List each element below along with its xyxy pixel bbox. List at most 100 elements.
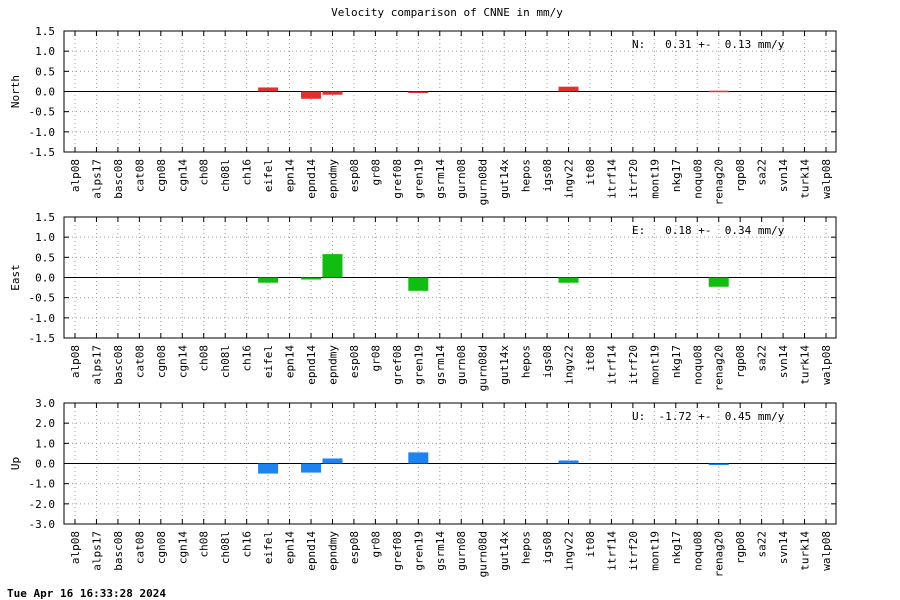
xtick-label: it08: [584, 345, 597, 372]
xtick-label: svn14: [777, 159, 790, 192]
bar-renag20: [708, 277, 729, 287]
timestamp-footer: Tue Apr 16 16:33:28 2024: [7, 587, 166, 600]
ytick-label: -0.5: [29, 106, 56, 119]
ytick-label: -1.5: [29, 146, 56, 159]
xtick-label: epnd14: [305, 531, 318, 571]
xtick-label: mont19: [648, 345, 661, 385]
xtick-label: itrf14: [605, 159, 618, 199]
xtick-label: gref08: [391, 345, 404, 385]
xtick-label: cat08: [133, 345, 146, 378]
xtick-label: gut14x: [498, 531, 511, 571]
bar-ingv22: [558, 277, 579, 283]
panel-north: 1.5 1.0 0.5 0.0 -0.5 -1.0 -1.5 North N: 0.31 +- …: [9, 25, 837, 205]
xtick-label: itrf20: [627, 159, 640, 199]
plot-frame: [63, 216, 837, 339]
xtick-label: sa22: [756, 531, 769, 558]
xtick-label: gurn08: [455, 159, 468, 199]
xtick-label: gren19: [412, 531, 425, 571]
xtick-label: cgn14: [176, 159, 189, 192]
xtick-label: gurn08d: [477, 159, 490, 205]
xtick-label: gut14x: [498, 345, 511, 385]
ytick-label: 2.0: [35, 417, 55, 430]
xtick-label: hepos: [520, 345, 533, 378]
xtick-label: gurn08: [455, 531, 468, 571]
y-axis-label: East: [9, 264, 22, 291]
bar-renag20: [708, 90, 729, 93]
panel-east: 1.5 1.0 0.5 0.0 -0.5 -1.0 -1.5 East E: 0.18 +- 0…: [9, 211, 837, 391]
ytick-label: 1.0: [35, 45, 55, 58]
xtick-label: it08: [584, 531, 597, 558]
xtick-label: epndmy: [326, 345, 339, 385]
xtick-label: eifel: [262, 345, 275, 378]
xtick-label: esp08: [348, 159, 361, 192]
plot-frame: [63, 402, 837, 525]
xtick-label: noqu08: [691, 345, 704, 385]
xtick-label: epndmy: [326, 531, 339, 571]
xtick-label: eifel: [262, 159, 275, 192]
y-axis-label: North: [9, 75, 22, 108]
xtick-label: noqu08: [691, 531, 704, 571]
bar-gren19: [408, 452, 429, 464]
xtick-label: ch08: [198, 159, 211, 186]
ytick-label: 1.0: [35, 437, 55, 450]
xtick-label: ingv22: [563, 531, 576, 571]
xtick-label: alps17: [90, 531, 103, 571]
bar-renag20: [708, 463, 729, 465]
xtick-label: gurn08: [455, 345, 468, 385]
bar-gren19: [408, 277, 429, 291]
chart-title: Velocity comparison of CNNE in mm/y: [331, 6, 563, 19]
ytick-label: 3.0: [35, 397, 55, 410]
xtick-label: igs08: [541, 159, 554, 192]
xtick-label: cgn14: [176, 531, 189, 564]
bar-epnd14: [301, 277, 322, 280]
bar-epndmy: [322, 458, 343, 464]
xtick-label: nkg17: [670, 531, 683, 564]
xtick-label: ch08: [198, 531, 211, 558]
bar-epnd14: [301, 463, 322, 473]
xtick-label: gurn08d: [477, 345, 490, 391]
xtick-label: alps17: [90, 159, 103, 199]
xtick-label: cgn08: [155, 531, 168, 564]
xtick-label: itrf20: [627, 345, 640, 385]
bar-epnd14: [301, 91, 322, 99]
y-axis-label: Up: [9, 457, 22, 470]
xtick-label: rgp08: [734, 345, 747, 378]
xtick-label: ch08: [198, 345, 211, 372]
xtick-label: alp08: [69, 159, 82, 192]
xtick-label: hepos: [520, 531, 533, 564]
xtick-label: itrf14: [605, 531, 618, 571]
xtick-label: mont19: [648, 531, 661, 571]
xtick-label: gr08: [369, 159, 382, 186]
bar-gren19: [408, 91, 429, 93]
xtick-label: igs08: [541, 531, 554, 564]
xtick-label: epnd14: [305, 159, 318, 199]
ytick-label: 1.5: [35, 25, 55, 38]
xtick-label: esp08: [348, 345, 361, 378]
xtick-label: eifel: [262, 531, 275, 564]
xtick-label: alps17: [90, 345, 103, 385]
xtick-label: walp08: [820, 531, 833, 571]
xtick-label: ch16: [241, 159, 254, 186]
xtick-label: gsrm14: [434, 159, 447, 199]
xtick-label: gren19: [412, 345, 425, 385]
xtick-label: renag20: [713, 531, 726, 577]
xtick-label: igs08: [541, 345, 554, 378]
xtick-label: ch16: [241, 531, 254, 558]
xtick-label: walp08: [820, 159, 833, 199]
ytick-label: 0.0: [35, 458, 55, 471]
xtick-label: ch16: [241, 345, 254, 372]
xtick-label: basc08: [112, 159, 125, 199]
xtick-label: turk14: [799, 531, 812, 571]
xtick-label: alp08: [69, 531, 82, 564]
xtick-label: itrf20: [627, 531, 640, 571]
xtick-label: cgn08: [155, 345, 168, 378]
ytick-label: 0.0: [35, 272, 55, 285]
bar-epndmy: [322, 91, 343, 95]
ytick-label: 0.5: [35, 251, 55, 264]
xtick-label: ch08l: [219, 531, 232, 564]
xtick-label: it08: [584, 159, 597, 186]
xtick-label: svn14: [777, 531, 790, 564]
xtick-label: epndmy: [326, 159, 339, 199]
xtick-label: esp08: [348, 531, 361, 564]
xtick-label: gr08: [369, 345, 382, 372]
